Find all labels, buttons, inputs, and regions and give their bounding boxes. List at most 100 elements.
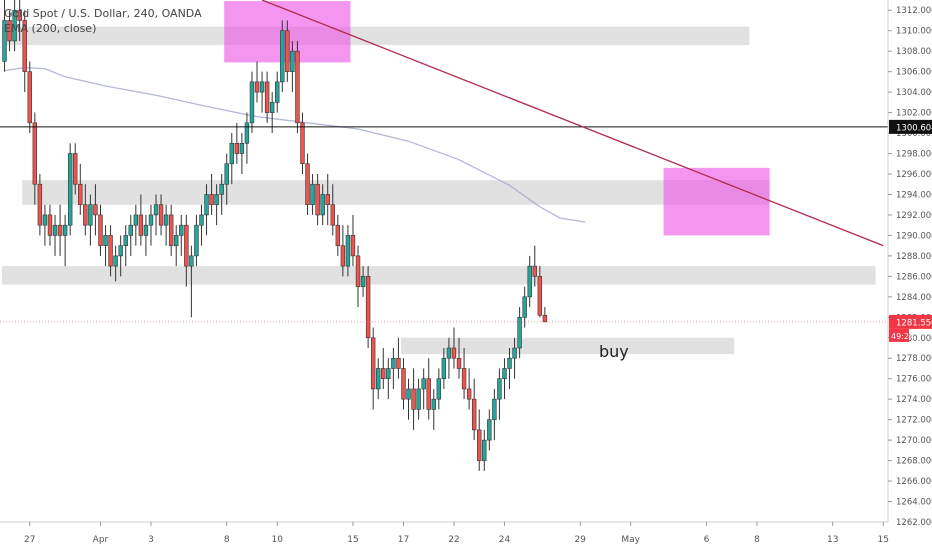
- time-tick-label: 10: [271, 535, 283, 545]
- candle-body: [497, 378, 502, 400]
- candle: [269, 92, 275, 134]
- candle-body: [103, 235, 108, 246]
- lines: [0, 0, 888, 323]
- candle-body: [259, 81, 265, 93]
- candle-body: [426, 378, 431, 410]
- hline-price-tag: [889, 119, 932, 134]
- time-tick-label: 15: [877, 535, 888, 545]
- candle-body: [22, 20, 27, 72]
- candle: [305, 153, 310, 215]
- candle-body: [194, 224, 199, 257]
- candle: [532, 245, 537, 287]
- candle-body: [532, 265, 537, 277]
- time-tick-label: 3: [148, 535, 154, 545]
- candle-body: [113, 255, 118, 267]
- candle: [527, 255, 532, 308]
- candle: [123, 225, 128, 267]
- candle-body: [7, 20, 12, 42]
- candle-body: [295, 50, 300, 124]
- candle-body: [93, 204, 98, 216]
- candle-body: [244, 122, 250, 144]
- price-axis[interactable]: 1264.000 1266.000 1268.000 1270.000 1272.000…: [887, 0, 932, 550]
- candle: [108, 225, 113, 277]
- price-tick-label: 1278.000: [896, 354, 932, 364]
- candle: [52, 214, 58, 256]
- candle-body: [209, 194, 214, 206]
- current-price-tag: [889, 314, 932, 329]
- candle-body: [37, 183, 43, 226]
- candle-body: [42, 214, 48, 226]
- candle: [512, 337, 517, 379]
- candle-body: [254, 81, 260, 93]
- candle: [461, 348, 467, 400]
- candle-body: [52, 224, 58, 236]
- price-tick-label: 1304.000: [896, 88, 932, 98]
- candle-body: [370, 337, 376, 390]
- candle-body: [280, 30, 285, 83]
- candle: [355, 245, 361, 308]
- candle: [219, 174, 224, 215]
- candle-body: [416, 388, 421, 410]
- indicator-label[interactable]: EMA (200, close): [4, 22, 97, 35]
- candle-body: [17, 9, 22, 21]
- price-tick-label: 1272.000: [896, 416, 932, 426]
- annotation-buy: buy: [599, 342, 629, 361]
- candle: [113, 245, 118, 282]
- candle: [466, 368, 472, 410]
- candle-body: [512, 347, 517, 359]
- candle-body: [325, 194, 330, 206]
- candle: [98, 204, 103, 256]
- price-tick-label: 1302.000: [896, 109, 932, 119]
- candle: [360, 266, 366, 297]
- time-tick-label: 22: [448, 535, 459, 545]
- candle: [118, 235, 123, 277]
- candle: [234, 122, 240, 164]
- candle: [57, 204, 63, 256]
- candle: [381, 348, 386, 389]
- candle-body: [365, 276, 371, 339]
- candle: [330, 184, 335, 236]
- candle-body: [98, 214, 103, 246]
- candle: [275, 71, 280, 113]
- time-tick-label: 24: [499, 535, 511, 545]
- time-tick-label: 17: [398, 535, 409, 545]
- time-tick-label: Apr: [93, 535, 109, 545]
- candle: [148, 204, 154, 246]
- time-axis[interactable]: 27 Apr 3 8 10 15 17 22 24 29 May 6 8 13 15: [0, 521, 889, 545]
- candle-body: [32, 122, 38, 185]
- candle-body: [320, 194, 325, 216]
- candle: [320, 184, 325, 226]
- candle-body: [542, 314, 548, 323]
- candle: [133, 204, 139, 246]
- candle-body: [239, 142, 245, 154]
- candle-body: [527, 265, 532, 298]
- candle: [290, 40, 295, 93]
- candle-body: [83, 204, 88, 226]
- candle-body: [158, 204, 164, 226]
- price-tick-label: 1266.000: [896, 477, 932, 487]
- ema-layer: [4, 66, 586, 223]
- price-tick-label: 1308.000: [896, 47, 932, 57]
- candle-body: [507, 357, 512, 369]
- candle: [153, 194, 159, 236]
- candle: [391, 348, 396, 389]
- candle-body: [466, 388, 472, 400]
- candle-body: [290, 50, 295, 72]
- trendline: [261, 0, 884, 247]
- candle: [62, 214, 68, 267]
- candle: [340, 225, 346, 277]
- zone-gray-2: [2, 266, 876, 285]
- chart-title: Gold Spot / U.S. Dollar, 240, OANDA: [4, 7, 202, 20]
- candle: [224, 153, 229, 205]
- candle: [22, 10, 27, 93]
- price-tick-label: 1310.000: [896, 27, 932, 37]
- candle: [214, 184, 219, 226]
- candle: [88, 194, 93, 246]
- candle: [163, 204, 169, 246]
- candle-body: [396, 357, 401, 369]
- candle-body: [184, 224, 189, 267]
- price-tick-label: 1280.000: [896, 334, 932, 344]
- time-tick-label: 8: [224, 535, 230, 545]
- candle: [315, 174, 320, 226]
